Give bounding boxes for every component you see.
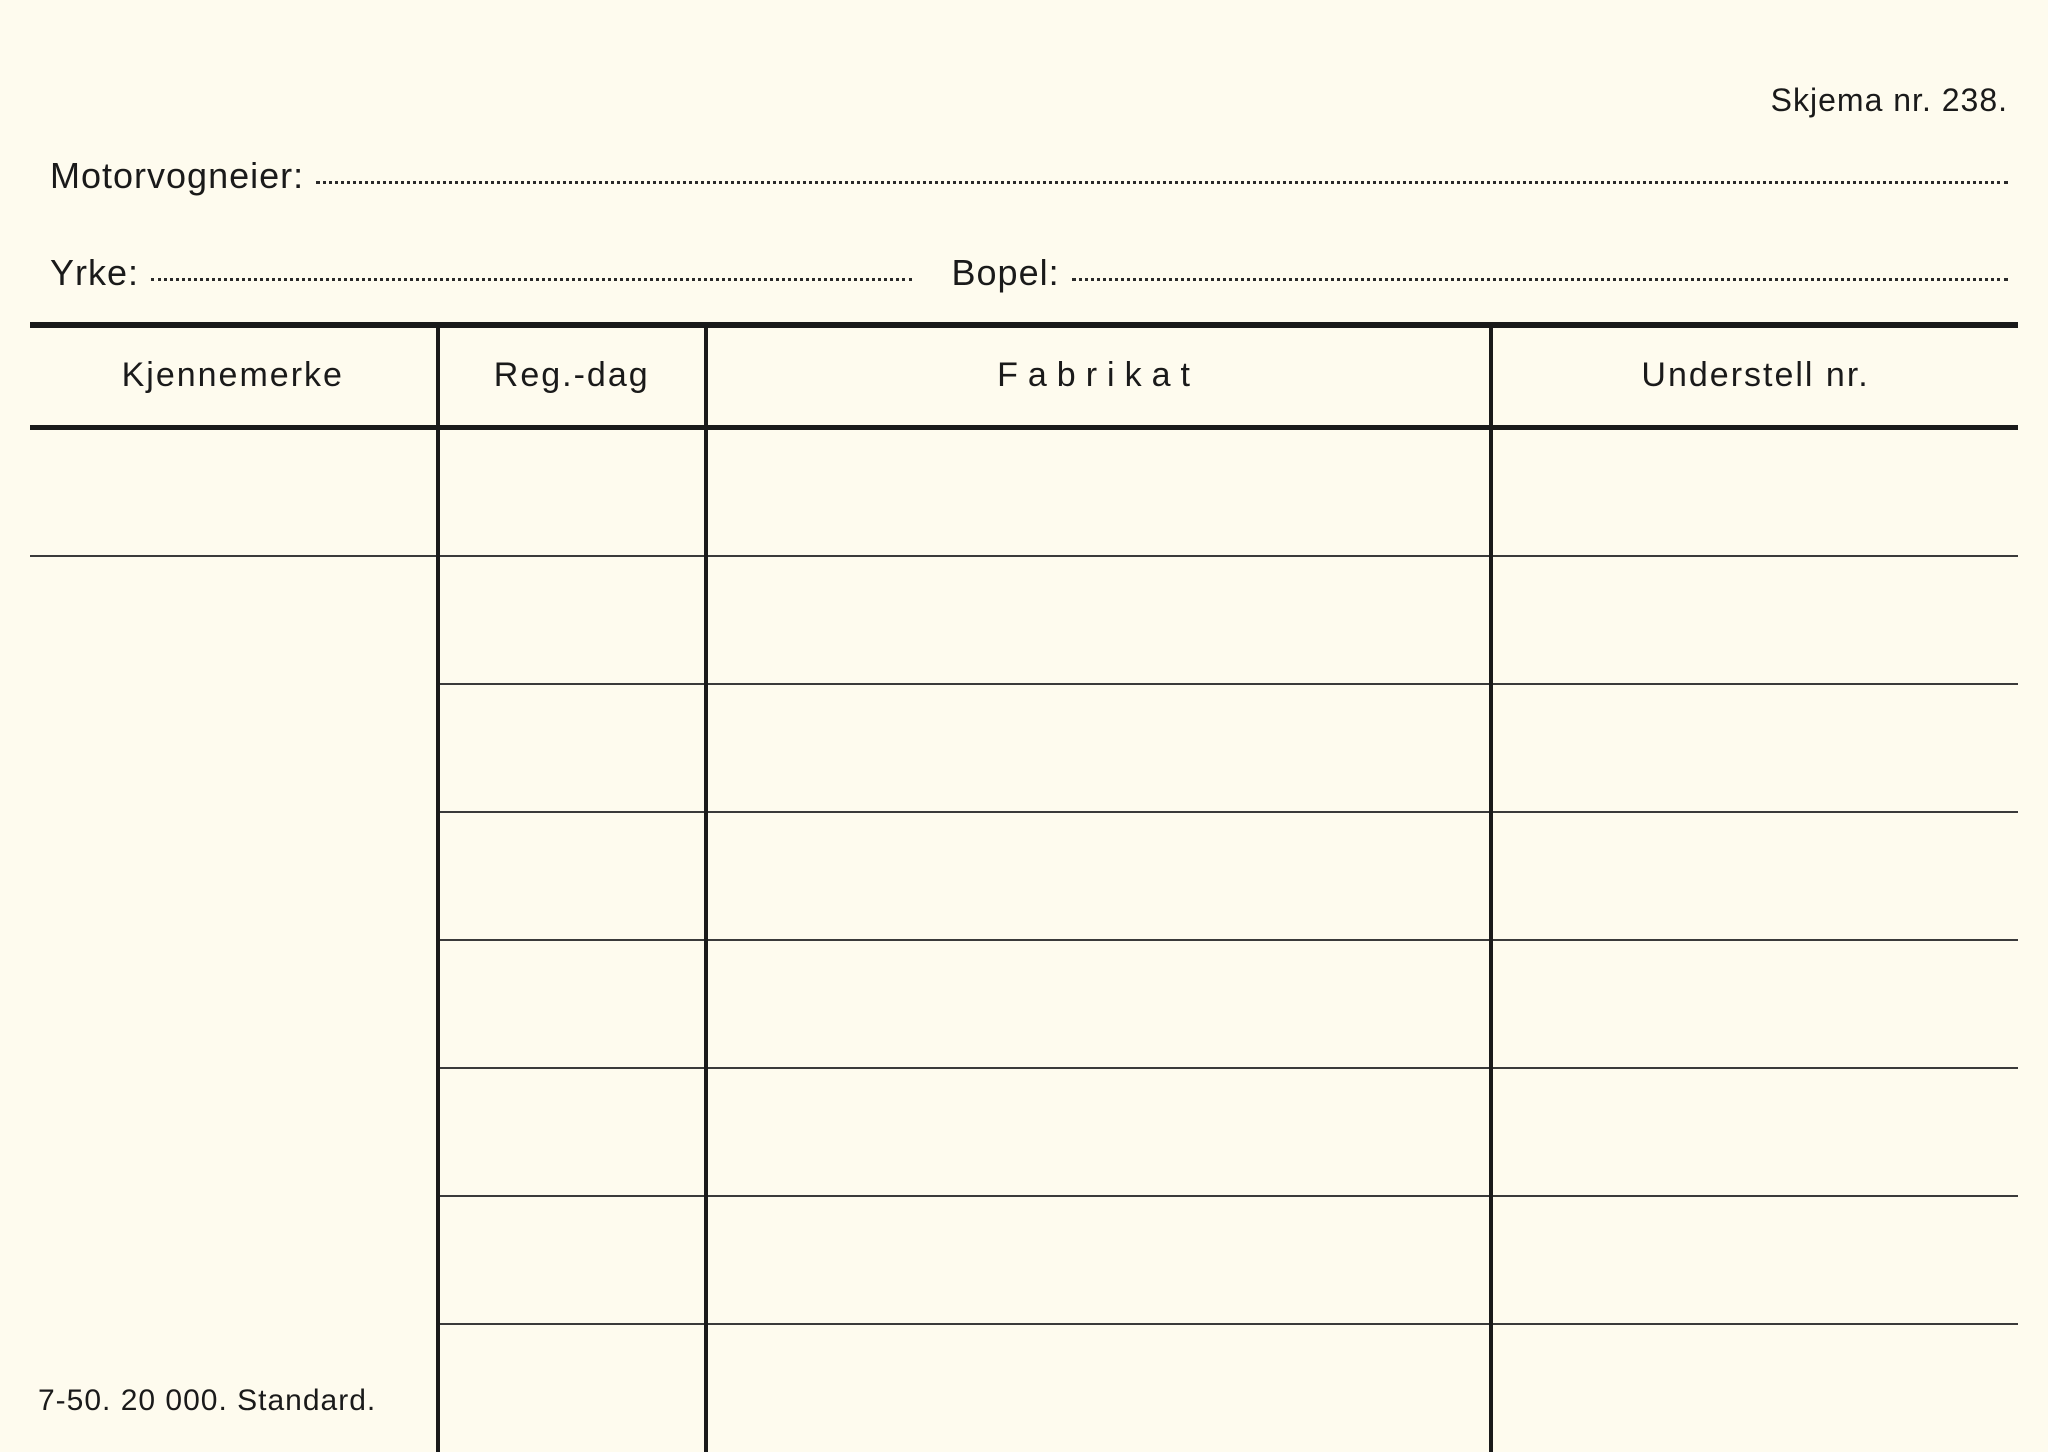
table-row — [30, 428, 2018, 556]
vehicle-registry-table: Kjennemerke Reg.-dag Fabrikat Understell… — [30, 322, 2018, 1452]
owner-input-line[interactable] — [316, 168, 2008, 184]
owner-field-row: Motorvogneier: — [30, 155, 2018, 197]
cell-fabrikat[interactable] — [706, 1196, 1491, 1324]
cell-understell[interactable] — [1491, 556, 2018, 684]
cell-regdag[interactable] — [438, 1068, 706, 1196]
cell-fabrikat[interactable] — [706, 1324, 1491, 1452]
cell-understell[interactable] — [1491, 1324, 2018, 1452]
cell-fabrikat[interactable] — [706, 556, 1491, 684]
table-row — [30, 684, 2018, 812]
cell-kjennemerke[interactable] — [30, 684, 438, 812]
cell-kjennemerke[interactable] — [30, 812, 438, 940]
occupation-label: Yrke: — [50, 252, 151, 294]
cell-fabrikat[interactable] — [706, 940, 1491, 1068]
occupation-residence-row: Yrke: Bopel: — [30, 252, 2018, 294]
col-header-regdag: Reg.-dag — [438, 325, 706, 428]
table-row — [30, 556, 2018, 684]
table-row — [30, 1196, 2018, 1324]
table-row — [30, 1068, 2018, 1196]
form-number-label: Skjema nr. 238. — [1771, 82, 2008, 119]
cell-kjennemerke[interactable] — [30, 556, 438, 684]
cell-understell[interactable] — [1491, 1196, 2018, 1324]
cell-kjennemerke[interactable] — [30, 1068, 438, 1196]
col-header-understell: Understell nr. — [1491, 325, 2018, 428]
owner-label: Motorvogneier: — [50, 155, 316, 197]
residence-field: Bopel: — [952, 252, 2008, 294]
cell-regdag[interactable] — [438, 684, 706, 812]
table-header-row: Kjennemerke Reg.-dag Fabrikat Understell… — [30, 325, 2018, 428]
table-row — [30, 940, 2018, 1068]
cell-fabrikat[interactable] — [706, 684, 1491, 812]
occupation-input-line[interactable] — [151, 265, 911, 281]
residence-label: Bopel: — [952, 252, 1072, 294]
cell-understell[interactable] — [1491, 428, 2018, 556]
cell-understell[interactable] — [1491, 940, 2018, 1068]
cell-understell[interactable] — [1491, 684, 2018, 812]
cell-kjennemerke[interactable] — [30, 428, 438, 556]
cell-regdag[interactable] — [438, 1196, 706, 1324]
col-header-fabrikat: Fabrikat — [706, 325, 1491, 428]
cell-understell[interactable] — [1491, 1068, 2018, 1196]
residence-input-line[interactable] — [1072, 265, 2008, 281]
table-body — [30, 428, 2018, 1452]
cell-regdag[interactable] — [438, 428, 706, 556]
cell-fabrikat[interactable] — [706, 1068, 1491, 1196]
cell-understell[interactable] — [1491, 812, 2018, 940]
col-header-kjennemerke: Kjennemerke — [30, 325, 438, 428]
occupation-field: Yrke: — [50, 252, 912, 294]
table-row — [30, 812, 2018, 940]
cell-fabrikat[interactable] — [706, 428, 1491, 556]
cell-fabrikat[interactable] — [706, 812, 1491, 940]
cell-kjennemerke[interactable] — [30, 940, 438, 1068]
cell-regdag[interactable] — [438, 1324, 706, 1452]
cell-regdag[interactable] — [438, 556, 706, 684]
cell-kjennemerke[interactable] — [30, 1196, 438, 1324]
cell-regdag[interactable] — [438, 940, 706, 1068]
print-code-label: 7-50. 20 000. Standard. — [38, 1384, 376, 1418]
cell-regdag[interactable] — [438, 812, 706, 940]
